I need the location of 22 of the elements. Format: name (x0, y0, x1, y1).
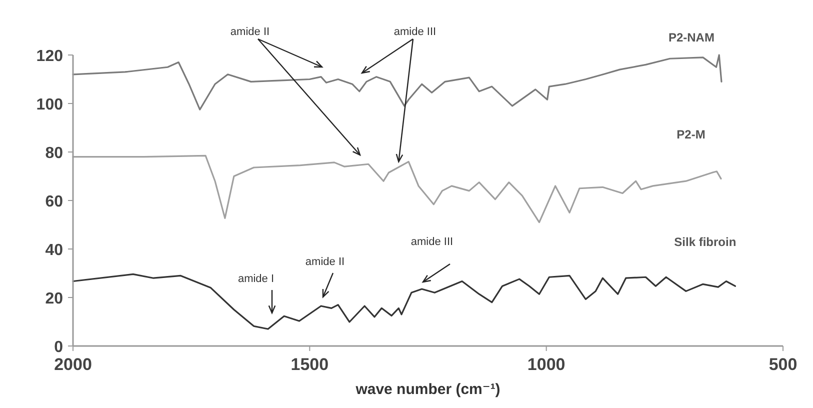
text: amide II (230, 26, 270, 38)
annotation: amide III (394, 26, 436, 38)
x-tick-label: 1500 (290, 355, 329, 374)
y-tick-label: 60 (45, 194, 64, 210)
text: Silk fibroin (674, 235, 736, 250)
annotation: amide III (410, 236, 454, 248)
annotation: amide I (238, 273, 274, 285)
text: P2-M (676, 128, 706, 142)
y-tick-label: 100 (36, 96, 64, 114)
line-series (72, 54, 722, 110)
x-tick-label: 1000 (527, 355, 566, 374)
annotation: amide II (305, 256, 345, 268)
x-tick-label: 2000 (54, 355, 92, 374)
y-tick-label: 120 (36, 48, 64, 65)
y-tick-label: 20 (45, 290, 64, 308)
y-tick-label: 80 (45, 145, 64, 162)
x-axis-title: wave number (cm⁻¹) (354, 381, 500, 398)
series-label: P2-NAM (668, 30, 714, 45)
x-tick-label: 500 (768, 355, 798, 374)
y-tick-label: 40 (45, 242, 64, 259)
y-tick-label: 0 (54, 339, 64, 356)
line-series (72, 273, 736, 330)
